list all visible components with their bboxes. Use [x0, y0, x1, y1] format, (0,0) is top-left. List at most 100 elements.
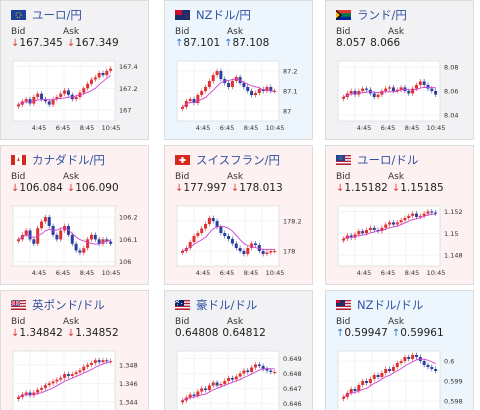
- y-tick-label: 0.598: [444, 398, 463, 406]
- rate-card-eur-usd[interactable]: ユーロ/ドル Bid Ask ↓1.15182 ↓1.15185 1.148 1.15 1.1…: [325, 145, 474, 285]
- candle: [32, 97, 36, 104]
- ask-value: 1.15185: [400, 182, 444, 194]
- candle: [59, 93, 63, 97]
- candle: [93, 234, 97, 240]
- pair-name[interactable]: NZドル/ドル: [357, 298, 424, 312]
- candle: [227, 236, 231, 239]
- moving-average-line: [343, 213, 436, 240]
- pair-name[interactable]: ユーロ/ドル: [357, 153, 419, 167]
- candle: [204, 87, 208, 91]
- y-tick-label: 87: [283, 108, 291, 116]
- x-tick-label: 4:45: [357, 124, 372, 132]
- candle: [82, 88, 86, 93]
- candle: [188, 394, 192, 398]
- pair-name[interactable]: ランド/円: [357, 8, 407, 22]
- candle: [207, 385, 211, 390]
- pair-name[interactable]: ユーロ/円: [32, 8, 82, 22]
- card-title[interactable]: NZドル/円: [175, 7, 251, 23]
- x-tick-label: 8:45: [244, 124, 259, 132]
- bid-label: Bid: [336, 27, 351, 37]
- candle: [426, 85, 430, 89]
- pair-name[interactable]: 英ポンド/ドル: [32, 298, 105, 312]
- candle: [361, 88, 365, 91]
- candle: [55, 234, 59, 240]
- pair-name[interactable]: カナダドル/円: [32, 153, 105, 167]
- candle: [342, 97, 345, 99]
- card-title[interactable]: ランド/円: [336, 7, 407, 23]
- currency-flag-icon: [336, 10, 351, 20]
- candle: [246, 87, 250, 91]
- bid-ask-labels: Bid Ask: [11, 172, 79, 182]
- price-chart[interactable]: 178 178.2 4:45 6:45 8:45 10:45: [175, 202, 307, 284]
- rate-card-zar-jpy[interactable]: ランド/円 Bid Ask 8.057 8.066 8.04 8.06 8.08 4:45 6:4…: [325, 0, 474, 140]
- bid-label: Bid: [175, 27, 190, 37]
- card-title[interactable]: ユーロ/ドル: [336, 152, 418, 168]
- bid-label: Bid: [11, 27, 26, 37]
- candle: [365, 381, 369, 383]
- candle: [357, 231, 361, 235]
- rate-card-chf-jpy[interactable]: スイスフラン/円 Bid Ask ↓177.997 ↓178.013 178 178.2 4:…: [164, 145, 313, 285]
- rate-card-eur-jpy[interactable]: ユーロ/円 Bid Ask ↓167.345 ↓167.349 167 167.2 167.4…: [0, 0, 149, 140]
- candle: [93, 360, 97, 363]
- price-chart[interactable]: 167 167.2 167.4 4:45 6:45 8:45 10:45: [11, 57, 143, 139]
- candle: [196, 95, 200, 103]
- candle: [223, 381, 227, 384]
- x-tick-label: 10:45: [427, 269, 446, 277]
- card-title[interactable]: ユーロ/円: [11, 7, 82, 23]
- y-tick-label: 87.1: [283, 88, 297, 96]
- candle: [269, 87, 273, 91]
- candle: [253, 93, 257, 95]
- candle: [407, 357, 411, 359]
- card-title[interactable]: 英ポンド/ドル: [10, 297, 105, 313]
- candle: [192, 236, 196, 242]
- y-tick-label: 8.06: [444, 88, 458, 96]
- card-title[interactable]: NZドル/ドル: [336, 297, 423, 313]
- candle: [242, 370, 246, 374]
- y-tick-label: 106: [119, 258, 131, 266]
- pair-name[interactable]: NZドル/円: [196, 8, 251, 22]
- card-title[interactable]: カナダドル/円: [11, 152, 105, 168]
- candle: [426, 365, 430, 367]
- pair-name[interactable]: 豪ドル/ドル: [196, 298, 258, 312]
- rate-card-aud-usd[interactable]: 豪ドル/ドル Bid Ask 0.64808 0.64812 0.646 0.647 0.64…: [164, 290, 313, 410]
- candle: [414, 213, 418, 217]
- trend-arrow-icon: ↓: [11, 183, 20, 194]
- card-title[interactable]: スイスフラン/円: [175, 152, 280, 168]
- rate-card-gbp-usd[interactable]: 英ポンド/ドル Bid Ask ↓1.34842 ↓1.34852 1.344 1.346 1…: [0, 290, 149, 410]
- x-tick-label: 10:45: [266, 124, 285, 132]
- pair-name[interactable]: スイスフラン/円: [196, 153, 281, 167]
- rate-card-nzd-jpy[interactable]: NZドル/円 Bid Ask ↑87.101 ↑87.108 87 87.1 87.2 4:45…: [164, 0, 313, 140]
- x-tick-label: 6:45: [220, 269, 235, 277]
- candle: [422, 81, 426, 85]
- candle: [181, 107, 184, 109]
- card-title[interactable]: 豪ドル/ドル: [174, 297, 258, 313]
- candle: [24, 392, 28, 395]
- candle: [211, 218, 215, 221]
- candle: [403, 357, 407, 361]
- candle: [391, 87, 395, 91]
- y-tick-label: 178: [283, 248, 295, 256]
- bid-ask-labels: Bid Ask: [11, 27, 79, 37]
- price-chart[interactable]: 106 106.1 106.2 4:45 6:45 8:45 10:45: [11, 202, 143, 284]
- bid-label: Bid: [336, 172, 351, 182]
- price-chart[interactable]: 8.04 8.06 8.08 4:45 6:45 8:45 10:45: [336, 57, 468, 139]
- candle: [422, 213, 426, 216]
- candle: [63, 90, 67, 94]
- price-chart[interactable]: 87 87.1 87.2 4:45 6:45 8:45 10:45: [175, 57, 307, 139]
- y-tick-label: 0.599: [444, 378, 463, 386]
- trend-arrow-icon: ↓: [66, 38, 76, 49]
- bid-ask-values: ↓1.34842 ↓1.34852: [11, 327, 119, 339]
- y-tick-label: 167.2: [119, 85, 138, 93]
- price-chart[interactable]: 1.148 1.15 1.152 4:45 6:45 8:45 10:45: [336, 202, 468, 284]
- moving-average-line: [18, 227, 111, 245]
- candle: [89, 234, 93, 240]
- candle: [361, 231, 365, 234]
- rate-card-cad-jpy[interactable]: カナダドル/円 Bid Ask ↓106.084 ↓106.090 106 106.1 106…: [0, 145, 149, 285]
- candle: [66, 374, 70, 376]
- candle: [211, 382, 215, 386]
- rate-card-nzd-usd[interactable]: NZドル/ドル Bid Ask ↑0.59947 ↑0.59961 0.598 0.599 0…: [325, 290, 474, 410]
- candle: [59, 230, 63, 240]
